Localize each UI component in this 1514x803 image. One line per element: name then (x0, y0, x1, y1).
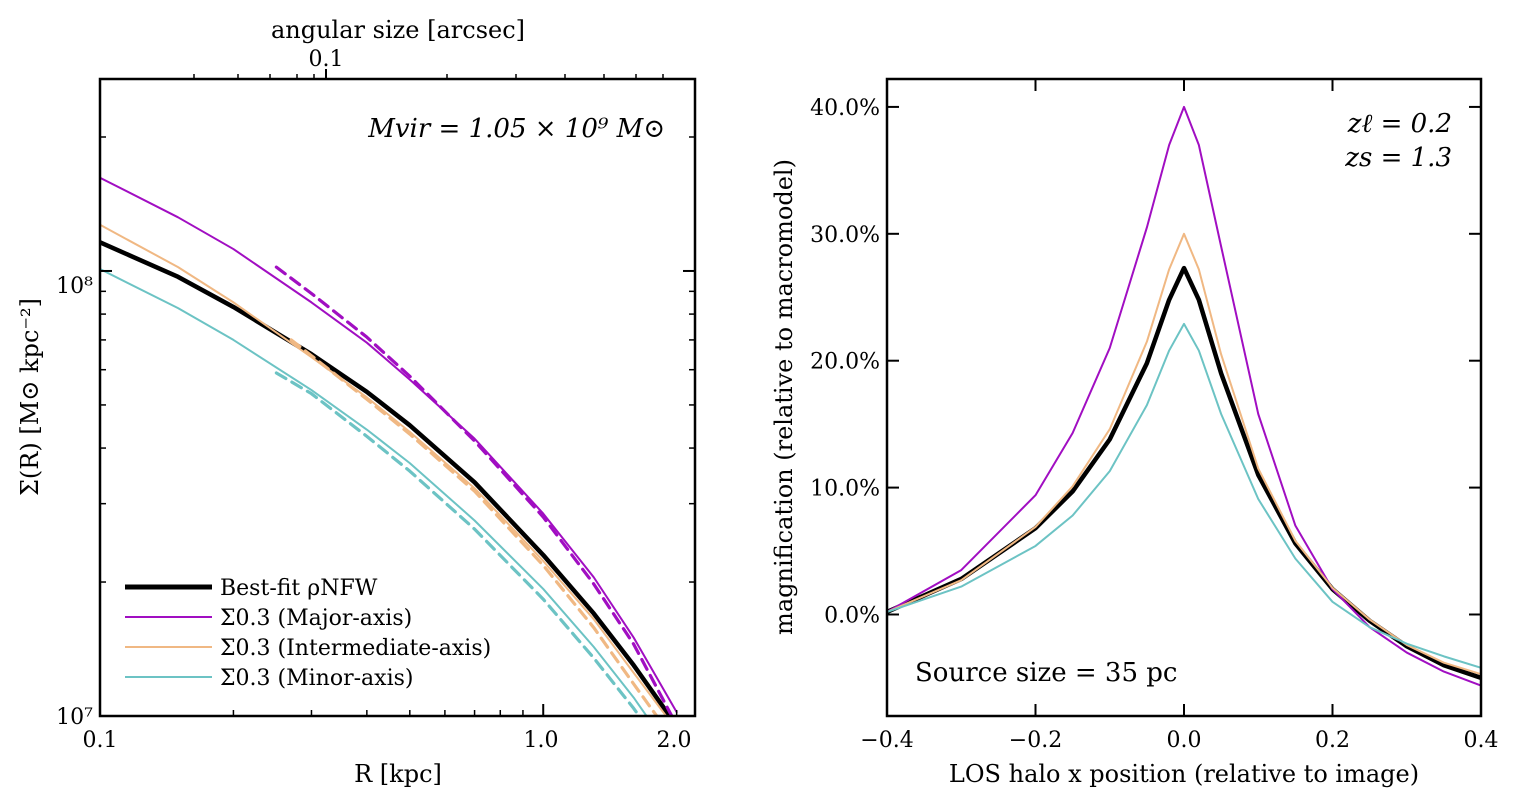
left-x-tick-label-0: 0.1 (83, 728, 118, 753)
right-plot-frame (885, 77, 1483, 718)
right-y-tick-label-4: 40.0% (810, 96, 880, 121)
left-y-tick-label-1e7: 10⁷ (56, 705, 93, 730)
top-tick-label: 0.1 (309, 47, 344, 72)
top-axis-label: angular size [arcsec] (271, 16, 525, 44)
right-x-tick-label-2: 0.0 (1167, 728, 1202, 753)
lens-redshift-annotation: zℓ = 0.2 (1347, 109, 1452, 139)
right-x-tick-label-4: 0.4 (1464, 728, 1499, 753)
left-x-axis-label: R [kpc] (354, 760, 442, 788)
left-series-0-best_fit-solid-thick (100, 240, 673, 716)
legend-label-intermediate: Σ0.3 (Intermediate-axis) (220, 636, 491, 661)
legend-label-minor: Σ0.3 (Minor-axis) (220, 666, 413, 691)
right-plot-lines (887, 105, 1481, 687)
right-y-tick-label-0: 0.0% (824, 604, 880, 629)
source-size-annotation: Source size = 35 pc (915, 658, 1177, 688)
left-plot-frame (98, 77, 697, 718)
right-x-axis-label: LOS halo x position (relative to image) (949, 760, 1419, 788)
legend-label-best-fit: Best-fit ρNFW (220, 576, 378, 601)
left-series-6-minor-dashed (274, 371, 642, 716)
right-x-tick-label-1: −0.2 (1009, 728, 1062, 753)
magnification-panel: −0.4 −0.2 0.0 0.2 0.4 0.0% 10.0% 20.0% 3… (770, 77, 1499, 788)
right-y-tick-label-2: 20.0% (810, 350, 880, 375)
left-series-3-minor-solid (100, 268, 648, 716)
right-series-0-best_fit-solid-thick (887, 265, 1481, 681)
left-x-tick-label-1: 1.0 (524, 728, 559, 753)
left-series-2-intermediate-solid (100, 223, 668, 716)
right-axis-ticks (886, 79, 1482, 716)
right-series-group (887, 105, 1481, 687)
right-series-2-intermediate-solid (887, 232, 1481, 676)
surface-density-panel: 0.1 1.0 2.0 10⁸ 10⁷ R [kpc] Σ(R) [M⊙ kpc… (16, 16, 697, 788)
right-x-tick-label-0: −0.4 (860, 728, 913, 753)
left-series-group (100, 176, 678, 716)
right-y-tick-label-1: 10.0% (810, 477, 880, 502)
left-plot-lines (100, 176, 678, 716)
right-x-tick-label-3: 0.2 (1315, 728, 1350, 753)
right-y-axis-label: magnification (relative to macromodel) (770, 159, 798, 635)
legend-label-major: Σ0.3 (Major-axis) (220, 606, 412, 631)
left-legend: Best-fit ρNFW Σ0.3 (Major-axis) Σ0.3 (In… (125, 576, 491, 691)
left-series-5-intermediate-dashed (289, 338, 659, 716)
left-axis-ticks (99, 69, 695, 717)
left-x-tick-label-2: 2.0 (657, 728, 692, 753)
right-y-tick-label-3: 30.0% (810, 223, 880, 248)
right-series-3-minor-solid (887, 322, 1481, 669)
mvir-annotation: Mvir = 1.05 × 10⁹ M⊙ (367, 114, 665, 144)
left-y-tick-label-1e8: 10⁸ (56, 274, 93, 299)
left-series-1-major-solid (100, 176, 678, 714)
left-series-4-major-dashed (274, 265, 674, 716)
right-series-1-major-solid (887, 105, 1481, 687)
source-redshift-annotation: zs = 1.3 (1344, 143, 1452, 173)
left-y-axis-label: Σ(R) [M⊙ kpc⁻²] (16, 298, 44, 496)
